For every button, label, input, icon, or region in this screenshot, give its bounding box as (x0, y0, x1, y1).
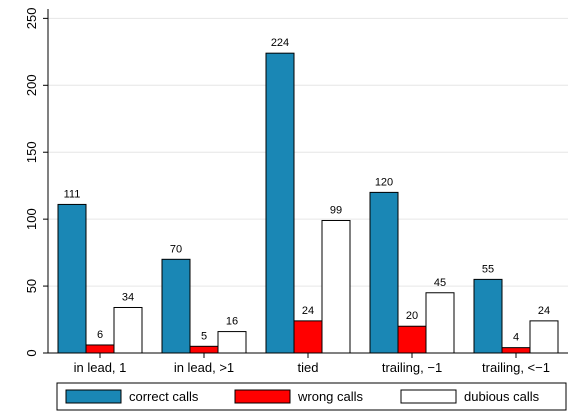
bar-wrong-calls (189, 345, 219, 354)
x-tick-label: trailing, <−1 (482, 360, 550, 375)
bars (57, 52, 559, 354)
bar-correct-calls (57, 203, 87, 354)
data-labels: 111 6 34 70 5 16 224 24 99 120 20 45 55 4 24 (64, 37, 550, 343)
y-tick-label: 150 (24, 141, 39, 163)
legend-swatch-dubious-calls (400, 389, 457, 404)
data-label: 24 (538, 305, 550, 317)
bar-dubious-calls (529, 320, 559, 354)
bar-wrong-calls (501, 347, 531, 354)
x-tick-label: in lead, >1 (174, 360, 234, 375)
bar-dubious-calls (217, 331, 247, 354)
bar-correct-calls (265, 52, 295, 354)
legend-label: wrong calls (297, 389, 364, 404)
bar-correct-calls (369, 191, 399, 354)
x-axis-ticks: in lead, 1 in lead, >1 tied trailing, −1 tra… (74, 353, 550, 375)
legend-label: dubious calls (464, 389, 540, 404)
y-tick-label: 250 (24, 8, 39, 30)
legend: correct calls wrong calls dubious calls (56, 382, 567, 411)
data-label: 4 (513, 332, 519, 344)
data-label: 55 (482, 263, 494, 275)
legend-swatch-wrong-calls (234, 389, 291, 404)
legend-box (56, 382, 567, 411)
data-label: 70 (170, 243, 182, 255)
x-tick-label: in lead, 1 (74, 360, 127, 375)
data-label: 20 (406, 310, 418, 322)
legend-swatch-correct-calls (65, 389, 122, 404)
data-label: 6 (97, 329, 103, 341)
y-tick-label: 100 (24, 208, 39, 230)
bar-dubious-calls (321, 219, 351, 354)
y-tick-label: 0 (24, 349, 39, 356)
data-label: 45 (434, 277, 446, 289)
y-tick-label: 50 (24, 279, 39, 293)
bar-dubious-calls (425, 292, 455, 354)
y-tick-label: 200 (24, 74, 39, 96)
data-label: 120 (375, 176, 393, 188)
data-label: 224 (271, 37, 289, 49)
x-tick-label: tied (298, 360, 319, 375)
data-label: 111 (64, 188, 81, 200)
legend-label: correct calls (129, 389, 199, 404)
y-axis-ticks: 0 50 100 150 200 250 (24, 8, 48, 357)
bar-dubious-calls (113, 306, 143, 354)
bar-correct-calls (473, 278, 503, 354)
bar-wrong-calls (85, 344, 115, 354)
data-label: 34 (122, 291, 134, 303)
data-label: 5 (201, 330, 207, 342)
bar-wrong-calls (397, 325, 427, 354)
bar-wrong-calls (293, 320, 323, 354)
gridlines (48, 17, 568, 287)
bar-correct-calls (161, 258, 191, 354)
data-label: 16 (226, 316, 238, 328)
data-label: 99 (330, 204, 342, 216)
data-label: 24 (302, 305, 314, 317)
x-tick-label: trailing, −1 (382, 360, 442, 375)
